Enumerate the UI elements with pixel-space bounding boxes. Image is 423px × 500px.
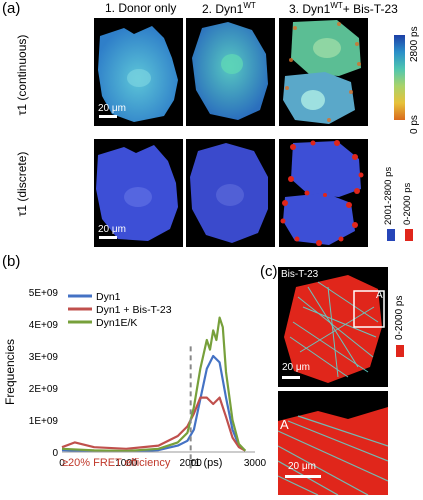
series-line-dyn1 — [61, 354, 246, 453]
legend-swatch-red — [396, 345, 404, 357]
x-tick-label: 3000 — [244, 458, 267, 469]
row-label-continuous: τ1 (continuous) — [15, 34, 29, 116]
micrograph-dyn1wt-bis-discrete — [279, 139, 368, 247]
y-tick-label: 2E+09 — [29, 384, 59, 395]
legend-label-red: 0-2000 ps — [394, 295, 405, 340]
colorbar-min-label: 0 ps — [409, 115, 420, 134]
micrograph-donor-discrete: 20 μm — [94, 139, 183, 247]
x-tick-label: 1000 — [115, 458, 138, 469]
y-tick-label: 0 — [52, 448, 58, 459]
column-title-dyn1wt-bis: 3. Dyn1WT+ Bis-T-23 — [289, 1, 398, 16]
column-title-dyn1wt: 2. Dyn1WT — [202, 1, 256, 16]
zoom-panel-label: A — [280, 417, 289, 432]
y-tick-label: 4E+09 — [29, 320, 59, 331]
scale-bar — [99, 236, 117, 239]
colorbar — [394, 35, 405, 120]
panel-a-label: (a) — [2, 0, 21, 17]
row-label-discrete: τ1 (discrete) — [15, 151, 29, 217]
scale-bar-label: 20 μm — [98, 103, 126, 114]
legend-label: Dyn1 — [96, 291, 121, 303]
micrograph-zoom-a — [278, 391, 388, 495]
scale-bar-label: 20 μm — [288, 461, 316, 472]
scale-bar — [282, 376, 300, 379]
series-line-dyn1e-k — [61, 316, 247, 453]
legend-label-blue: 2001-2800 ps — [383, 166, 394, 225]
inset-label: A — [376, 290, 383, 301]
micrograph-donor-continuous: 20 μm — [94, 18, 183, 126]
fret-efficiency-note: ≥20% FRET efficiency — [62, 457, 171, 469]
micrograph-dyn1wt-discrete — [186, 139, 275, 247]
scale-bar-label: 20 μm — [98, 224, 126, 235]
panel-c-label: (c) — [260, 263, 278, 280]
legend-swatch-red — [405, 229, 413, 241]
colorbar-max-label: 2800 ps — [409, 26, 420, 62]
scale-bar-label: 20 μm — [282, 362, 310, 373]
y-axis-label: Frequencies — [3, 339, 17, 405]
legend-label: Dyn1E/K — [96, 317, 137, 329]
x-axis-label: τ1 (ps) — [190, 457, 223, 469]
y-tick-label: 5E+09 — [29, 288, 59, 299]
y-tick-label: 3E+09 — [29, 352, 59, 363]
zoom-box — [353, 290, 385, 328]
legend-label-red: 0-2000 ps — [402, 182, 413, 225]
panel-b-label: (b) — [2, 253, 21, 270]
micrograph-dyn1wt-continuous — [186, 18, 275, 126]
legend-swatch-blue — [387, 229, 395, 241]
legend-label: Dyn1 + Bis-T-23 — [96, 304, 172, 316]
column-title-donor-only: 1. Donor only — [105, 1, 177, 15]
micrograph-dyn1wt-bis-continuous — [279, 18, 368, 126]
micrograph-bis-t23-overview — [278, 267, 388, 387]
y-tick-label: 1E+09 — [29, 416, 59, 427]
panel-c-title: Bis-T-23 — [281, 269, 319, 280]
series-line-dyn1-bis-t-23 — [61, 396, 246, 452]
scale-bar — [99, 115, 117, 118]
scale-bar — [285, 475, 321, 478]
x-tick-label: 0 — [59, 458, 65, 469]
